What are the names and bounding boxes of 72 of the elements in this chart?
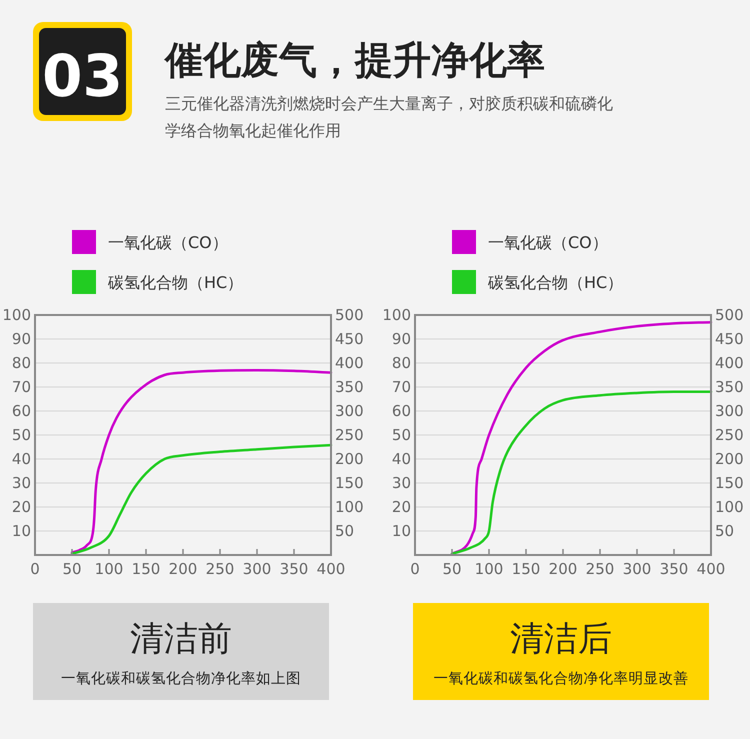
y2-tick-label: 200: [335, 450, 364, 468]
y2-tick-label: 350: [335, 378, 364, 396]
text: 一氧化碳和碳氢化合物净化率如上图: [61, 670, 301, 687]
y-tick-label: 10: [392, 522, 411, 540]
y2-tick-label: 450: [335, 330, 364, 348]
text: 一氧化碳和碳氢化合物净化率明显改善: [434, 670, 688, 687]
y-tick-label: 70: [12, 378, 31, 396]
y-tick-label: 100: [382, 306, 411, 324]
y2-tick-label: 200: [715, 450, 744, 468]
y-tick-label: 40: [392, 450, 411, 468]
y-tick-label: 20: [12, 498, 31, 516]
x-tick-label: 0: [30, 560, 40, 578]
y2-tick-label: 300: [335, 402, 364, 420]
text: 清洁前: [130, 619, 232, 659]
x-tick-label: 200: [168, 560, 198, 578]
y2-tick-label: 100: [335, 498, 364, 516]
y2-tick-label: 250: [335, 426, 364, 444]
y2-tick-label: 50: [335, 522, 354, 540]
y2-tick-label: 400: [335, 354, 364, 372]
y-tick-label: 60: [392, 402, 411, 420]
x-tick-label: 400: [696, 560, 726, 578]
y-tick-label: 70: [392, 378, 411, 396]
x-tick-label: 0: [410, 560, 420, 578]
y-tick-label: 10: [12, 522, 31, 540]
legend-label: 碳氢化合物（HC）: [487, 273, 624, 292]
x-tick-label: 150: [132, 560, 160, 578]
text: 三元催化器清洗剂燃烧时会产生大量离子，对胶质积碳和硫磷化学络合物氧化起催化作用: [165, 94, 613, 140]
y2-tick-label: 250: [715, 426, 744, 444]
y-tick-label: 90: [12, 330, 31, 348]
x-tick-label: 100: [474, 560, 504, 578]
y2-tick-label: 150: [715, 474, 744, 492]
y2-tick-label: 450: [715, 330, 744, 348]
y-tick-label: 100: [2, 306, 31, 324]
y-tick-label: 60: [12, 402, 31, 420]
x-tick-label: 150: [512, 560, 540, 578]
text: 03: [42, 42, 123, 110]
y-tick-label: 50: [392, 426, 411, 444]
y2-tick-label: 300: [715, 402, 744, 420]
x-tick-label: 50: [442, 560, 462, 578]
y2-tick-label: 500: [335, 306, 364, 324]
y-tick-label: 30: [392, 474, 411, 492]
x-tick-label: 350: [280, 560, 308, 578]
line-series: [450, 390, 712, 556]
x-tick-label: 300: [242, 560, 272, 578]
y-tick-label: 80: [12, 354, 31, 372]
y-tick-label: 20: [392, 498, 411, 516]
legend-label: 一氧化碳（CO）: [488, 233, 608, 252]
y2-tick-label: 350: [715, 378, 744, 396]
y-tick-label: 50: [12, 426, 31, 444]
y2-tick-label: 400: [715, 354, 744, 372]
y-tick-label: 80: [392, 354, 411, 372]
y2-tick-label: 150: [335, 474, 364, 492]
x-tick-label: 300: [622, 560, 652, 578]
x-tick-label: 250: [586, 560, 614, 578]
y2-tick-label: 500: [715, 306, 744, 324]
y2-tick-label: 50: [715, 522, 734, 540]
y2-tick-label: 100: [715, 498, 744, 516]
y-tick-label: 90: [392, 330, 411, 348]
x-tick-label: 200: [548, 560, 578, 578]
x-tick-label: 250: [206, 560, 234, 578]
y-tick-label: 30: [12, 474, 31, 492]
chart-title: 催化废气，提升净化率: [163, 38, 545, 82]
line-series: [70, 444, 332, 556]
x-tick-label: 400: [316, 560, 346, 578]
x-tick-label: 100: [94, 560, 124, 578]
legend-label: 一氧化碳（CO）: [108, 233, 228, 252]
text: 清洁后: [510, 619, 612, 659]
line-series: [70, 368, 332, 554]
legend-label: 碳氢化合物（HC）: [107, 273, 244, 292]
x-tick-label: 350: [660, 560, 688, 578]
x-tick-label: 50: [62, 560, 82, 578]
y-tick-label: 40: [12, 450, 31, 468]
